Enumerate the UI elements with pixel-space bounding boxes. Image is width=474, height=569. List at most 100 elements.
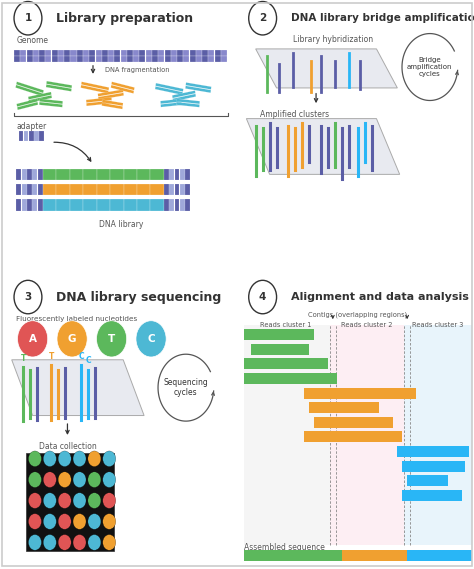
Circle shape: [73, 472, 86, 488]
Text: Data collection: Data collection: [38, 442, 96, 451]
FancyBboxPatch shape: [56, 184, 70, 195]
FancyBboxPatch shape: [155, 83, 183, 92]
FancyBboxPatch shape: [16, 200, 21, 211]
Polygon shape: [246, 118, 400, 174]
FancyBboxPatch shape: [46, 56, 51, 62]
FancyBboxPatch shape: [89, 50, 95, 56]
FancyBboxPatch shape: [160, 99, 182, 104]
Circle shape: [58, 493, 71, 508]
FancyBboxPatch shape: [304, 431, 402, 442]
Circle shape: [136, 321, 166, 357]
FancyBboxPatch shape: [158, 50, 164, 56]
Circle shape: [58, 472, 71, 488]
FancyBboxPatch shape: [39, 98, 63, 104]
FancyBboxPatch shape: [22, 200, 27, 211]
Circle shape: [88, 472, 101, 488]
FancyBboxPatch shape: [83, 200, 97, 211]
FancyBboxPatch shape: [52, 50, 58, 56]
FancyBboxPatch shape: [137, 200, 150, 211]
FancyBboxPatch shape: [150, 184, 164, 195]
FancyBboxPatch shape: [89, 56, 95, 62]
Text: G: G: [68, 334, 76, 344]
Polygon shape: [12, 360, 144, 415]
FancyBboxPatch shape: [102, 100, 123, 106]
FancyBboxPatch shape: [64, 56, 70, 62]
FancyBboxPatch shape: [177, 56, 183, 62]
FancyBboxPatch shape: [34, 131, 39, 141]
Circle shape: [43, 451, 56, 467]
FancyBboxPatch shape: [70, 184, 83, 195]
Circle shape: [103, 493, 116, 508]
FancyBboxPatch shape: [58, 56, 64, 62]
FancyBboxPatch shape: [404, 325, 472, 545]
FancyBboxPatch shape: [152, 50, 158, 56]
FancyBboxPatch shape: [244, 325, 330, 545]
FancyBboxPatch shape: [180, 200, 185, 211]
Text: Library preparation: Library preparation: [56, 12, 193, 24]
FancyBboxPatch shape: [46, 50, 51, 56]
FancyBboxPatch shape: [83, 169, 97, 180]
FancyBboxPatch shape: [56, 200, 70, 211]
FancyBboxPatch shape: [16, 85, 43, 96]
Circle shape: [58, 514, 71, 529]
Text: A: A: [28, 334, 36, 344]
FancyBboxPatch shape: [402, 490, 462, 501]
FancyBboxPatch shape: [121, 56, 127, 62]
FancyBboxPatch shape: [169, 184, 174, 195]
FancyBboxPatch shape: [164, 50, 171, 56]
FancyBboxPatch shape: [43, 169, 56, 180]
Text: DNA library: DNA library: [99, 220, 143, 229]
FancyBboxPatch shape: [190, 50, 196, 56]
Text: T: T: [108, 334, 115, 344]
Text: Amplified clusters: Amplified clusters: [260, 110, 329, 119]
Circle shape: [43, 472, 56, 488]
FancyBboxPatch shape: [202, 50, 208, 56]
FancyBboxPatch shape: [58, 50, 64, 56]
FancyBboxPatch shape: [39, 50, 45, 56]
FancyBboxPatch shape: [71, 56, 76, 62]
Circle shape: [103, 514, 116, 529]
Text: C: C: [147, 334, 155, 344]
FancyBboxPatch shape: [127, 50, 133, 56]
FancyBboxPatch shape: [127, 56, 133, 62]
FancyBboxPatch shape: [139, 50, 146, 56]
FancyBboxPatch shape: [20, 50, 27, 56]
FancyBboxPatch shape: [39, 56, 45, 62]
FancyBboxPatch shape: [52, 56, 58, 62]
FancyBboxPatch shape: [164, 200, 169, 211]
Text: 4: 4: [259, 292, 266, 302]
FancyBboxPatch shape: [407, 550, 472, 560]
Circle shape: [88, 535, 101, 550]
Text: 2: 2: [259, 13, 266, 23]
FancyBboxPatch shape: [96, 56, 101, 62]
FancyBboxPatch shape: [110, 184, 124, 195]
Text: C: C: [79, 352, 84, 361]
FancyBboxPatch shape: [221, 50, 227, 56]
FancyBboxPatch shape: [64, 50, 70, 56]
FancyBboxPatch shape: [17, 102, 38, 110]
FancyBboxPatch shape: [96, 50, 101, 56]
Text: T: T: [21, 353, 26, 362]
FancyBboxPatch shape: [196, 50, 202, 56]
FancyBboxPatch shape: [186, 83, 211, 89]
Circle shape: [43, 535, 56, 550]
Text: Reads cluster 3: Reads cluster 3: [412, 322, 464, 328]
FancyBboxPatch shape: [169, 200, 174, 211]
FancyBboxPatch shape: [22, 184, 27, 195]
FancyBboxPatch shape: [174, 169, 179, 180]
FancyBboxPatch shape: [20, 56, 27, 62]
FancyBboxPatch shape: [176, 102, 200, 107]
Circle shape: [103, 451, 116, 467]
FancyBboxPatch shape: [190, 56, 196, 62]
Circle shape: [18, 321, 48, 357]
FancyBboxPatch shape: [185, 184, 190, 195]
Text: DNA library sequencing: DNA library sequencing: [56, 291, 221, 303]
FancyBboxPatch shape: [102, 103, 123, 109]
FancyBboxPatch shape: [407, 475, 448, 486]
Circle shape: [28, 493, 41, 508]
FancyBboxPatch shape: [158, 56, 164, 62]
Circle shape: [57, 321, 87, 357]
Circle shape: [103, 472, 116, 488]
FancyBboxPatch shape: [244, 550, 342, 560]
FancyBboxPatch shape: [24, 131, 28, 141]
